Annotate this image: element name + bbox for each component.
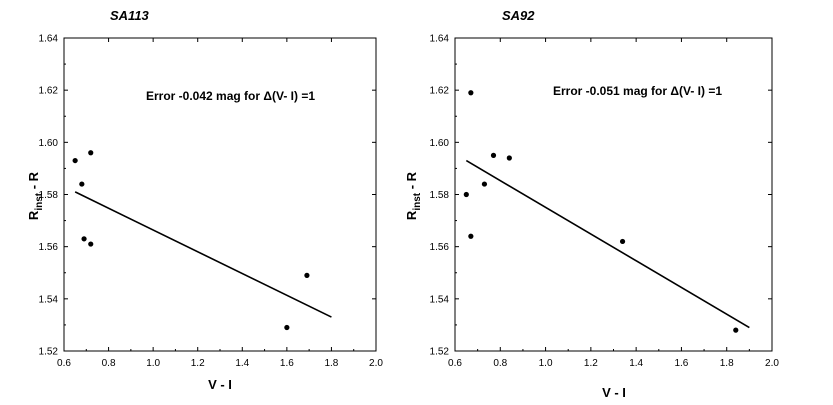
- x-tick-label: 1.6: [674, 358, 688, 369]
- x-tick-label: 1.6: [280, 358, 294, 369]
- tick-group: 0.6 0.8 1.0 1.2 1.4 1.6 1.8 2.0 1.52 1.54 1.56 1.58…: [39, 34, 384, 370]
- chart-annotation: Error -0.051 mag for Δ(V- I) =1: [553, 84, 722, 98]
- y-axis-label-rest: - R: [404, 171, 419, 193]
- x-tick-label: 1.8: [324, 358, 338, 369]
- x-axis-label: V - I: [208, 377, 232, 392]
- x-tick-label: 0.8: [493, 358, 507, 369]
- y-tick-label: 1.54: [430, 294, 450, 305]
- y-tick-label: 1.58: [39, 190, 59, 201]
- chart-panel-sa113: SA113 0.6 0.8 1.0 1.2 1.4 1.6 1.8 2.0 1.52 1.54 1.…: [26, 8, 383, 392]
- x-tick-label: 1.0: [146, 358, 160, 369]
- x-tick-label: 2.0: [765, 358, 779, 369]
- mark-group: [72, 150, 332, 331]
- x-tick-label: 1.0: [539, 358, 553, 369]
- x-tick-label: 0.6: [57, 358, 71, 369]
- chart-annotation: Error -0.042 mag for Δ(V- I) =1: [146, 89, 315, 103]
- y-tick-label: 1.52: [39, 347, 59, 358]
- data-point: [463, 191, 469, 198]
- x-tick-label: 0.8: [102, 358, 116, 369]
- y-tick-label: 1.56: [39, 242, 59, 253]
- data-point: [619, 238, 626, 245]
- y-tick-label: 1.54: [39, 294, 59, 305]
- y-tick-label: 1.58: [430, 190, 450, 201]
- data-point: [468, 90, 474, 96]
- data-point: [88, 241, 94, 247]
- data-point: [284, 324, 290, 331]
- y-axis-label-main: R: [26, 210, 41, 220]
- y-axis-label-sub: inst: [412, 192, 423, 210]
- chart-title: SA92: [502, 8, 535, 23]
- data-point: [81, 236, 87, 242]
- plot-frame: [63, 37, 377, 352]
- data-point: [481, 181, 488, 187]
- y-tick-label: 1.60: [430, 138, 450, 149]
- y-tick-label: 1.52: [430, 347, 450, 358]
- data-point: [88, 150, 94, 156]
- data-point: [79, 181, 85, 187]
- fit-line: [74, 191, 332, 318]
- x-tick-label: 0.6: [448, 358, 462, 369]
- y-axis-label-sub: inst: [34, 192, 45, 210]
- x-tick-label: 1.2: [584, 358, 598, 369]
- y-axis-label-rest: - R: [26, 171, 41, 193]
- fit-line: [465, 159, 750, 329]
- chart-panel-sa92: SA92 0.6 0.8 1.0 1.2 1.4 1.6 1.8 2.0 1.52 1.54 1.5…: [404, 8, 779, 400]
- data-point: [733, 327, 739, 333]
- data-point: [72, 157, 78, 164]
- y-tick-label: 1.62: [39, 86, 59, 97]
- y-axis-label: Rinst - R: [26, 171, 45, 220]
- y-tick-label: 1.64: [39, 34, 59, 45]
- x-tick-label: 1.8: [720, 358, 734, 369]
- x-tick-label: 1.2: [191, 358, 205, 369]
- chart-title: SA113: [110, 8, 150, 23]
- x-axis-label: V - I: [602, 385, 626, 400]
- data-point: [304, 272, 310, 278]
- y-axis-label-main: R: [404, 210, 419, 220]
- data-point: [506, 155, 512, 161]
- y-axis-label: Rinst - R: [404, 171, 423, 220]
- mark-group: [463, 90, 750, 333]
- y-tick-label: 1.62: [430, 86, 450, 97]
- x-tick-label: 1.4: [235, 358, 249, 369]
- x-tick-label: 2.0: [369, 358, 383, 369]
- data-point: [468, 233, 474, 239]
- y-tick-label: 1.60: [39, 138, 59, 149]
- x-tick-label: 1.4: [629, 358, 643, 369]
- tick-group: 0.6 0.8 1.0 1.2 1.4 1.6 1.8 2.0 1.52 1.54 1.56 1.58…: [430, 34, 780, 370]
- y-tick-label: 1.56: [430, 242, 450, 253]
- data-point: [490, 152, 497, 158]
- y-tick-label: 1.64: [430, 34, 450, 45]
